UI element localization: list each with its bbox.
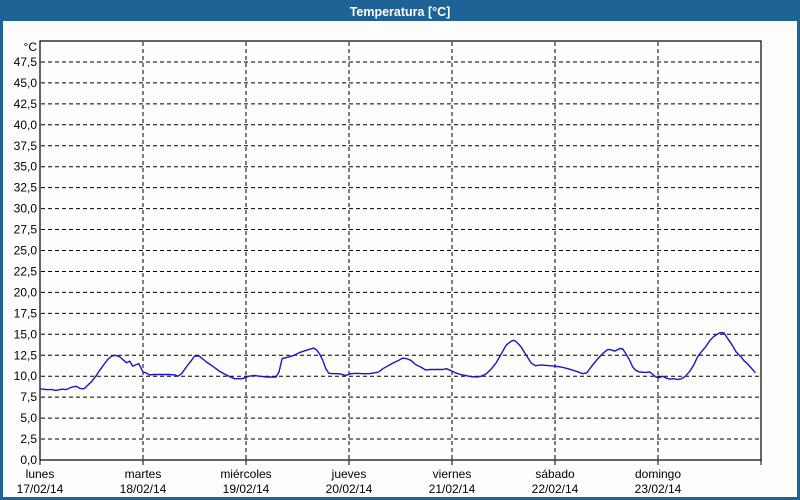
y-tick-label: 22,5 xyxy=(14,264,38,278)
temperature-line xyxy=(39,331,756,392)
x-day-label: jueves xyxy=(331,467,367,481)
x-date-label: 17/02/14 xyxy=(17,482,64,496)
x-day-label: martes xyxy=(125,467,162,481)
y-tick-label: 7,5 xyxy=(20,390,37,404)
y-tick-label: 20,0 xyxy=(14,285,38,299)
y-tick-label: 40,0 xyxy=(14,118,38,132)
plot-border xyxy=(39,40,762,461)
x-day-label: miércoles xyxy=(220,467,271,481)
x-date-label: 23/02/14 xyxy=(635,482,682,496)
y-tick-label: 32,5 xyxy=(14,181,38,195)
x-date-label: 20/02/14 xyxy=(326,482,373,496)
y-tick-label: 0,0 xyxy=(20,453,37,467)
window-title: Temperatura [°C] xyxy=(349,5,451,19)
y-tick-label: 47,5 xyxy=(14,55,38,69)
y-tick-label: 30,0 xyxy=(14,202,38,216)
x-date-label: 21/02/14 xyxy=(429,482,476,496)
x-date-label: 22/02/14 xyxy=(532,482,579,496)
y-tick-label: 15,0 xyxy=(14,327,38,341)
x-date-label: 19/02/14 xyxy=(223,482,270,496)
x-day-label: domingo xyxy=(635,467,681,481)
x-day-label: viernes xyxy=(433,467,472,481)
y-tick-label: 5,0 xyxy=(20,411,37,425)
x-day-label: sábado xyxy=(535,467,575,481)
y-axis-unit-label: °C xyxy=(24,40,38,54)
y-tick-label: 10,0 xyxy=(14,369,38,383)
y-tick-label: 12,5 xyxy=(14,348,38,362)
y-tick-label: 45,0 xyxy=(14,76,38,90)
window-titlebar[interactable]: Temperatura [°C] xyxy=(3,3,797,21)
y-tick-label: 17,5 xyxy=(14,306,38,320)
chart-area: 47,5 45,0 42,5 40,0 37,5 35,0 32,5 30,0 27,5 25,0… xyxy=(3,21,797,497)
temperature-chart: 47,5 45,0 42,5 40,0 37,5 35,0 32,5 30,0 27,5 25,0… xyxy=(14,40,762,496)
y-tick-label: 42,5 xyxy=(14,97,38,111)
y-tick-label: 37,5 xyxy=(14,139,38,153)
x-date-label: 18/02/14 xyxy=(120,482,167,496)
y-tick-label: 25,0 xyxy=(14,244,38,258)
y-tick-label: 2,5 xyxy=(20,432,37,446)
y-tick-label: 27,5 xyxy=(14,223,38,237)
x-day-label: lunes xyxy=(26,467,55,481)
y-tick-label: 35,0 xyxy=(14,160,38,174)
